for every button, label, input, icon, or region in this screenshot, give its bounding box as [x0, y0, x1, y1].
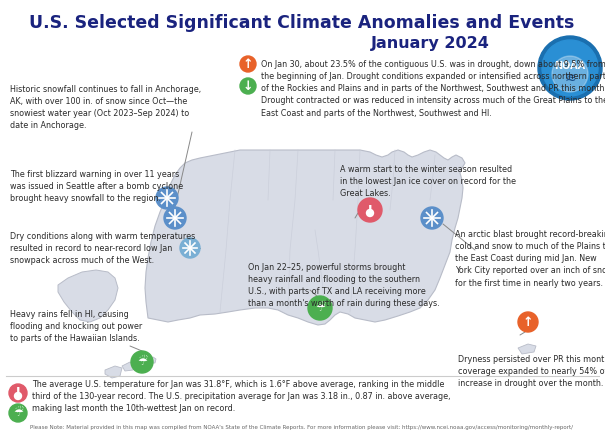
Text: I: I: [16, 387, 20, 400]
Polygon shape: [148, 357, 156, 363]
Polygon shape: [105, 366, 122, 378]
Text: ☔: ☔: [315, 303, 325, 313]
Circle shape: [15, 393, 22, 400]
Polygon shape: [518, 344, 536, 354]
Text: A warm start to the winter season resulted
in the lowest Jan ice cover on record: A warm start to the winter season result…: [340, 165, 516, 198]
Circle shape: [240, 56, 256, 72]
Text: Dryness persisted over PR this month as drought
coverage expanded to nearly 54% : Dryness persisted over PR this month as …: [458, 355, 605, 388]
Circle shape: [9, 404, 27, 422]
Circle shape: [542, 40, 598, 96]
Circle shape: [358, 198, 382, 222]
Text: ≋: ≋: [564, 71, 576, 85]
Text: ↓: ↓: [243, 79, 253, 92]
Polygon shape: [145, 150, 465, 325]
Circle shape: [164, 207, 186, 229]
Circle shape: [421, 207, 443, 229]
Text: The average U.S. temperature for Jan was 31.8°F, which is 1.6°F above average, r: The average U.S. temperature for Jan was…: [32, 380, 451, 413]
Text: Heavy rains fell in HI, causing
flooding and knocking out power
to parts of the : Heavy rains fell in HI, causing flooding…: [10, 310, 142, 343]
Circle shape: [180, 238, 200, 258]
Circle shape: [156, 187, 178, 209]
Text: An arctic blast brought record-breaking
cold and snow to much of the Plains to
t: An arctic blast brought record-breaking …: [455, 230, 605, 288]
Circle shape: [240, 78, 256, 94]
Circle shape: [552, 56, 588, 92]
Text: ↑: ↑: [243, 57, 253, 70]
Text: ☔: ☔: [137, 357, 147, 367]
Polygon shape: [136, 359, 146, 366]
Polygon shape: [122, 362, 135, 371]
Text: Historic snowfall continues to fall in Anchorage,
AK, with over 100 in. of snow : Historic snowfall continues to fall in A…: [10, 85, 201, 130]
Circle shape: [131, 351, 153, 373]
Text: On Jan 30, about 23.5% of the contiguous U.S. was in drought, down about 9.5% fr: On Jan 30, about 23.5% of the contiguous…: [261, 60, 605, 118]
Circle shape: [9, 384, 27, 402]
Text: Please Note: Material provided in this map was compiled from NOAA's State of the: Please Note: Material provided in this m…: [30, 425, 574, 430]
Circle shape: [367, 210, 373, 216]
Text: Dry conditions along with warm temperatures
resulted in record to near-record lo: Dry conditions along with warm temperatu…: [10, 232, 195, 265]
Circle shape: [308, 296, 332, 320]
Text: I: I: [368, 203, 372, 216]
Circle shape: [538, 36, 602, 100]
Text: ☔: ☔: [13, 408, 23, 418]
Text: January 2024: January 2024: [370, 36, 489, 51]
Text: On Jan 22–25, powerful storms brought
heavy rainfall and flooding to the souther: On Jan 22–25, powerful storms brought he…: [248, 263, 440, 308]
Text: The first blizzard warning in over 11 years
was issued in Seattle after a bomb c: The first blizzard warning in over 11 ye…: [10, 170, 183, 203]
Text: U.S. Selected Significant Climate Anomalies and Events: U.S. Selected Significant Climate Anomal…: [29, 14, 575, 32]
Circle shape: [518, 312, 538, 332]
Polygon shape: [58, 270, 118, 322]
Text: NOAA: NOAA: [554, 61, 586, 71]
Text: ↑: ↑: [523, 315, 533, 328]
